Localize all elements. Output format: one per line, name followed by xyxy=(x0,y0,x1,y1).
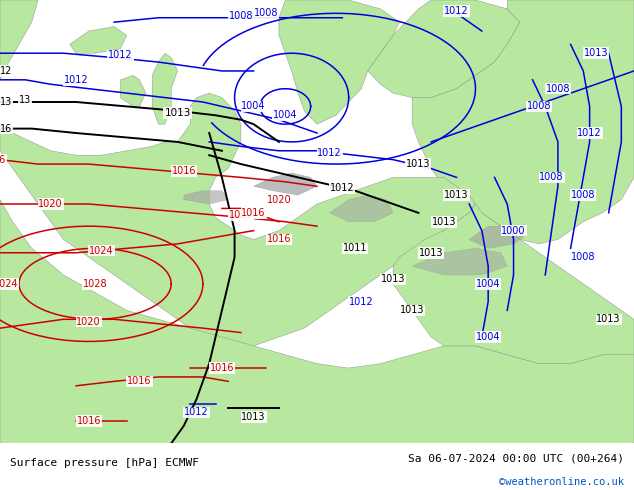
Text: 1011: 1011 xyxy=(343,244,367,253)
Text: 1012: 1012 xyxy=(318,148,342,158)
Text: 1008: 1008 xyxy=(571,252,595,262)
Text: 1008: 1008 xyxy=(229,10,253,21)
Text: 1028: 1028 xyxy=(83,279,107,289)
Text: 13: 13 xyxy=(19,95,32,105)
Text: 1016: 1016 xyxy=(172,166,196,176)
Text: 1008: 1008 xyxy=(254,8,278,18)
Text: 1004: 1004 xyxy=(476,332,500,342)
Text: 12: 12 xyxy=(0,66,13,76)
Text: 1016: 1016 xyxy=(267,234,291,245)
Text: 1012: 1012 xyxy=(444,6,469,16)
Text: 1016: 1016 xyxy=(127,376,152,387)
Text: 1008: 1008 xyxy=(527,101,551,111)
Text: 1013: 1013 xyxy=(419,248,443,258)
Text: Surface pressure [hPa] ECMWF: Surface pressure [hPa] ECMWF xyxy=(10,458,198,468)
Polygon shape xyxy=(152,53,178,124)
Polygon shape xyxy=(70,26,127,53)
Text: 1012: 1012 xyxy=(64,75,88,85)
Text: 1013: 1013 xyxy=(444,190,469,200)
Text: 1000: 1000 xyxy=(501,225,526,236)
Text: 1020: 1020 xyxy=(267,195,291,204)
Text: 1012: 1012 xyxy=(578,128,602,138)
Polygon shape xyxy=(0,199,634,443)
Text: 1016: 1016 xyxy=(210,363,234,373)
Text: 1004: 1004 xyxy=(242,101,266,111)
Text: 1004: 1004 xyxy=(476,279,500,289)
Text: 1020: 1020 xyxy=(229,210,253,220)
Polygon shape xyxy=(279,0,399,124)
Polygon shape xyxy=(152,80,165,89)
Text: 1012: 1012 xyxy=(349,296,373,307)
Polygon shape xyxy=(368,0,520,98)
Text: 1013: 1013 xyxy=(584,48,608,58)
Text: 1020: 1020 xyxy=(39,199,63,209)
Text: 1008: 1008 xyxy=(540,172,564,182)
Text: 1012: 1012 xyxy=(184,407,209,417)
Polygon shape xyxy=(254,173,317,195)
Polygon shape xyxy=(412,0,634,244)
Text: 1008: 1008 xyxy=(571,190,595,200)
Text: 1016: 1016 xyxy=(242,208,266,218)
Text: ©weatheronline.co.uk: ©weatheronline.co.uk xyxy=(500,477,624,487)
Text: 1016: 1016 xyxy=(77,416,101,426)
Text: 1013: 1013 xyxy=(432,217,456,227)
Text: 1004: 1004 xyxy=(273,110,297,121)
Text: 1013: 1013 xyxy=(164,108,191,118)
Text: 13: 13 xyxy=(0,97,13,107)
Polygon shape xyxy=(412,248,507,275)
Text: 1013: 1013 xyxy=(400,305,424,316)
Polygon shape xyxy=(184,191,228,204)
Text: 1012: 1012 xyxy=(330,183,354,194)
Text: Sa 06-07-2024 00:00 UTC (00+264): Sa 06-07-2024 00:00 UTC (00+264) xyxy=(408,453,624,464)
Polygon shape xyxy=(120,75,146,106)
Text: 1020: 1020 xyxy=(77,317,101,326)
Text: 1008: 1008 xyxy=(546,84,570,94)
Polygon shape xyxy=(469,226,526,248)
Text: 1024: 1024 xyxy=(89,245,113,256)
Polygon shape xyxy=(330,195,393,221)
Text: 1024: 1024 xyxy=(0,279,18,289)
Text: 1013: 1013 xyxy=(381,274,405,284)
Text: 1013: 1013 xyxy=(406,159,430,169)
Polygon shape xyxy=(0,0,38,80)
Text: 1013: 1013 xyxy=(242,412,266,422)
Text: 16: 16 xyxy=(0,155,6,165)
Text: 16: 16 xyxy=(0,123,13,134)
Polygon shape xyxy=(393,204,634,364)
Text: 1013: 1013 xyxy=(597,314,621,324)
Text: 1012: 1012 xyxy=(108,50,133,60)
Polygon shape xyxy=(0,93,476,346)
